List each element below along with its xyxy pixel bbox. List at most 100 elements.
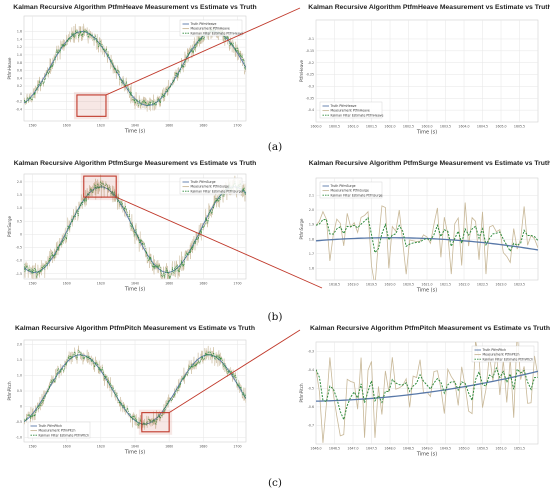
legend-entry: Kalman Filter Estimate PtfmSurge (331, 193, 383, 197)
legend-box (179, 177, 243, 195)
x-tick-label: 1622.5 (477, 283, 488, 287)
y-tick-label: -0.25 (306, 73, 314, 77)
y-tick-label: -0.3 (308, 85, 314, 89)
estimate-series (316, 366, 538, 422)
y-tick-label: 0.5 (17, 219, 22, 223)
y-tick-label: 1.2 (17, 45, 22, 49)
legend-entry: Truth PtfmHeave (190, 22, 217, 26)
x-tick-label: 1604.0 (458, 125, 469, 129)
x-tick-label: 1648.5 (403, 447, 414, 451)
y-tick-label: 2.0 (17, 180, 22, 184)
x-tick-label: 1647.5 (366, 447, 377, 451)
estimate-series (24, 350, 246, 426)
x-tick-label: 1623.0 (495, 283, 506, 287)
y-tick-label: 0.8 (17, 61, 22, 65)
chart-a-zoom: Kalman Recursive Algorithm PtfmHeave Mea… (299, 4, 550, 136)
zoom-highlight (138, 409, 173, 435)
zoom-box (141, 412, 170, 433)
estimate-series (316, 216, 538, 254)
x-tick-label: 1623.5 (514, 283, 525, 287)
chart-title: Kalman Recursive Algorithm PtfmPitch Mea… (15, 325, 255, 332)
measurement-series (316, 202, 538, 280)
legend-entry: Truth PtfmSurge (190, 180, 216, 184)
y-tick-label: -0.5 (16, 246, 22, 250)
x-tick-label: 1700 (233, 282, 241, 286)
legend-entry: Truth PtfmPitch (482, 348, 507, 352)
y-tick-label: 1.8 (309, 237, 314, 241)
x-tick-label: 1640 (131, 124, 139, 128)
x-axis-label: Time (s) (124, 450, 145, 456)
chart-title: Kalman Recursive Algorithm PtfmHeave Mea… (13, 4, 256, 11)
x-tick-label: 1647.0 (347, 447, 358, 451)
x-tick-label: 1618.5 (329, 283, 340, 287)
x-tick-label: 1620 (97, 124, 105, 128)
estimate-series (24, 27, 246, 107)
y-axis-label: PtfmHeave (7, 57, 12, 80)
y-axis-label: PtfmHeave (299, 59, 304, 82)
x-tick-label: 1602.5 (403, 125, 414, 129)
legend-entry: Measurement PtfmSurge (191, 185, 230, 189)
x-tick-label: 1600.0 (310, 125, 321, 129)
x-tick-label: 1650.5 (477, 447, 488, 451)
y-tick-label: 1.7 (309, 252, 314, 256)
y-tick-label: -1.0 (16, 259, 22, 263)
x-tick-label: 1700 (233, 124, 241, 128)
y-tick-label: 1.0 (17, 206, 22, 210)
y-tick-label: -0.2 (308, 61, 314, 65)
y-tick-label: 0.5 (17, 389, 22, 393)
legend-entry: Measurement PtfmHeave (331, 109, 370, 113)
x-tick-label: 1680 (199, 124, 207, 128)
legend-box (471, 345, 535, 363)
zoom-box (76, 94, 107, 117)
x-tick-label: 1600 (63, 124, 71, 128)
x-axis-label: Time (s) (124, 129, 145, 135)
chart-b-full: Kalman Recursive Algorithm PtfmSurge Mea… (7, 160, 256, 293)
y-tick-label: 2.1 (309, 194, 314, 198)
x-tick-label: 1580 (28, 445, 36, 449)
legend-entry: Measurement PtfmHeave (191, 27, 230, 31)
y-tick-label: -1.0 (16, 435, 22, 439)
x-tick-label: 1649.0 (421, 447, 432, 451)
x-axis-label: Time (s) (124, 287, 145, 293)
legend-entry: Measurement PtfmPitch (39, 429, 76, 433)
x-tick-label: 1603.5 (440, 125, 451, 129)
measurement-series (24, 345, 246, 430)
y-tick-label: -0.4 (308, 108, 314, 112)
x-tick-label: 1602.0 (384, 125, 395, 129)
y-tick-label: -0.6 (308, 405, 314, 409)
legend-entry: Truth PtfmHeave (330, 104, 357, 108)
y-tick-label: -0.2 (16, 100, 22, 104)
truth-series (316, 370, 538, 402)
y-tick-label: 0.6 (17, 69, 22, 73)
y-tick-label: 0 (20, 232, 22, 236)
x-tick-label: 1600 (63, 282, 71, 286)
y-axis-label: PtfmSurge (7, 215, 12, 236)
legend-entry: Kalman Filter Estimate PtfmHeave (331, 113, 384, 117)
y-tick-label: 0.4 (17, 76, 22, 80)
x-tick-label: 1619.0 (347, 283, 358, 287)
x-tick-label: 1605.0 (495, 125, 506, 129)
x-tick-label: 1620 (97, 445, 105, 449)
x-tick-label: 1651.0 (495, 447, 506, 451)
plot-series (24, 174, 246, 279)
x-tick-label: 1648.0 (384, 447, 395, 451)
x-tick-label: 1646.5 (329, 447, 340, 451)
legend-box (319, 101, 383, 119)
legend-entry: Kalman Filter Estimate PtfmPitch (39, 433, 90, 437)
legend-entry: Kalman Filter Estimate PtfmSurge (191, 189, 243, 193)
x-tick-label: 1660 (165, 124, 173, 128)
y-tick-label: -0.1 (308, 37, 314, 41)
y-tick-label: 1.6 (17, 30, 22, 34)
x-tick-label: 1580 (28, 124, 36, 128)
y-tick-label: -0.4 (308, 368, 314, 372)
y-axis-label: PtfmPitch (299, 383, 304, 402)
x-axis-label: Time (s) (416, 288, 437, 294)
x-tick-label: 1601.0 (347, 125, 358, 129)
y-tick-label: 1.5 (17, 358, 22, 362)
measurement-series (24, 174, 246, 279)
x-tick-label: 1650.0 (458, 447, 469, 451)
y-tick-label: 1.0 (17, 53, 22, 57)
